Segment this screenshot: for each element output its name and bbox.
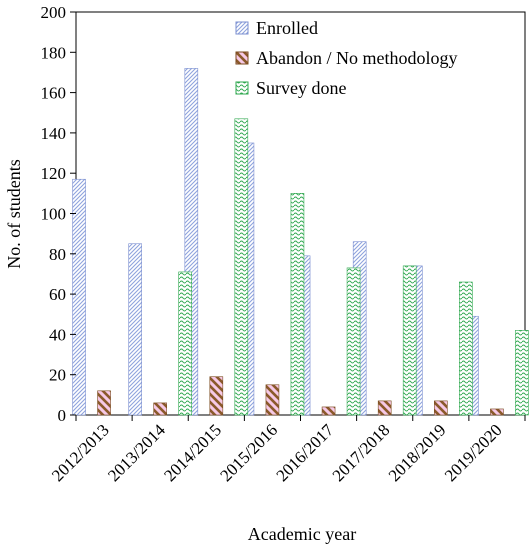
y-tick-label: 160 (41, 84, 67, 103)
bar-survey-done-2014-2015 (234, 118, 249, 416)
legend-label-enrolled: Enrolled (256, 18, 318, 38)
bar-survey-done-2013-2014 (178, 271, 192, 416)
bar-abandon-no-methodology-2017-2018 (377, 400, 392, 416)
bar-abandon-no-methodology-2019-2020 (490, 408, 504, 416)
legend-label-survey-done: Survey done (256, 78, 346, 98)
bar-abandon-no-methodology-2016-2017 (321, 406, 336, 416)
y-tick-label: 80 (49, 245, 66, 264)
y-tick-label: 60 (49, 285, 66, 304)
y-tick-label: 180 (41, 43, 67, 62)
legend-swatch-abandon-no-methodology (235, 51, 249, 65)
y-tick-label: 0 (58, 406, 67, 425)
bar-survey-done-2017-2018 (402, 265, 417, 416)
x-tick-label: 2018/2019 (385, 420, 450, 485)
legend: Enrolled Abandon / No methodology Survey d… (235, 18, 457, 98)
bar-abandon-no-methodology-2018-2019 (434, 400, 448, 416)
y-tick-label: 100 (41, 205, 67, 224)
x-tick-label: 2015/2016 (216, 420, 281, 485)
y-tick-label: 200 (41, 3, 67, 22)
bar-survey-done-2018-2019 (459, 281, 473, 416)
bar-enrolled-2012-2013 (72, 178, 86, 416)
legend-swatch-survey-done (235, 81, 249, 95)
x-tick-label: 2013/2014 (104, 420, 169, 485)
x-tick-label: 2014/2015 (160, 420, 225, 485)
x-axis-title: Academic year (248, 524, 356, 544)
y-tick-label: 140 (41, 124, 67, 143)
bar-abandon-no-methodology-2014-2015 (209, 376, 224, 416)
y-axis-title: No. of students (4, 159, 24, 269)
y-axis-ticks: 0 20 40 60 80 100 120 140 160 180 200 (41, 3, 76, 425)
legend-swatch-enrolled (235, 21, 249, 35)
bar-abandon-no-methodology-2015-2016 (265, 384, 280, 416)
x-tick-label: 2012/2013 (48, 420, 113, 485)
bar-enrolled-2013-2014 (128, 243, 142, 416)
legend-label-abandon-no-methodology: Abandon / No methodology (256, 48, 457, 68)
y-tick-label: 20 (49, 366, 66, 385)
bars (72, 68, 529, 416)
bar-abandon-no-methodology-2013-2014 (153, 402, 167, 416)
y-tick-label: 40 (49, 325, 66, 344)
x-tick-label: 2019/2020 (441, 420, 506, 485)
x-tick-label: 2016/2017 (273, 420, 338, 485)
y-tick-label: 120 (41, 164, 67, 183)
bar-survey-done-2016-2017 (346, 267, 361, 416)
bar-survey-done-2019-2020 (515, 330, 529, 416)
x-tick-label: 2017/2018 (329, 420, 394, 485)
x-axis-ticks: 2012/20132013/20142014/20152015/20162016… (48, 415, 526, 485)
bar-survey-done-2015-2016 (290, 193, 305, 416)
bar-abandon-no-methodology-2012-2013 (97, 390, 111, 416)
